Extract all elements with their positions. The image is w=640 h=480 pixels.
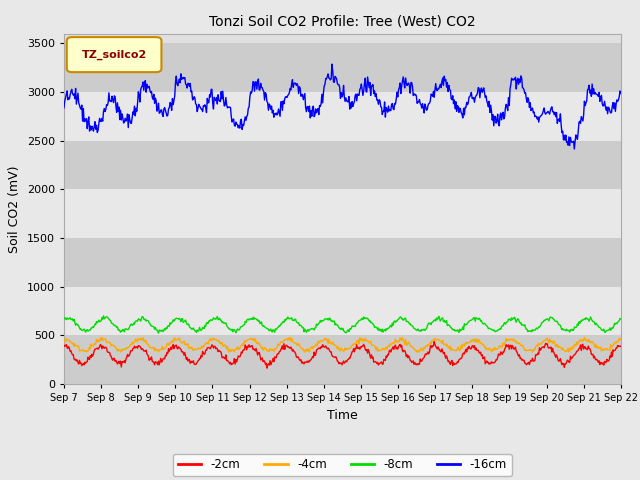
-2cm [411, 360, 419, 365]
-8cm [617, 316, 625, 322]
-4cm [127, 342, 135, 348]
-2cm [70, 356, 78, 362]
-16cm [411, 92, 419, 98]
-16cm [127, 120, 135, 126]
-2cm [60, 342, 68, 348]
-4cm [60, 336, 68, 342]
Line: -16cm: -16cm [64, 64, 621, 149]
-2cm [184, 358, 192, 364]
Bar [64, 141, 621, 189]
-16cm [428, 91, 435, 97]
Line: -4cm: -4cm [64, 337, 621, 352]
Legend: -2cm, -4cm, -8cm, -16cm: -2cm, -4cm, -8cm, -16cm [173, 454, 512, 476]
-2cm [428, 343, 435, 348]
-8cm [60, 316, 68, 322]
Bar [64, 336, 621, 384]
-4cm [413, 349, 421, 355]
-16cm [184, 81, 192, 86]
FancyBboxPatch shape [67, 37, 161, 72]
-16cm [617, 91, 625, 96]
-16cm [60, 105, 68, 111]
-4cm [428, 341, 435, 347]
-4cm [580, 335, 588, 340]
-8cm [412, 326, 419, 332]
-2cm [127, 348, 135, 353]
-2cm [430, 339, 438, 345]
-4cm [214, 338, 221, 344]
Bar [64, 189, 621, 238]
-8cm [428, 320, 436, 325]
-2cm [617, 343, 625, 349]
-8cm [186, 324, 193, 330]
-16cm [214, 101, 221, 107]
Line: -8cm: -8cm [64, 316, 621, 333]
-8cm [215, 316, 223, 322]
-4cm [410, 346, 418, 352]
-2cm [263, 365, 271, 371]
Text: TZ_soilco2: TZ_soilco2 [81, 49, 147, 60]
Line: -2cm: -2cm [64, 342, 621, 368]
X-axis label: Time: Time [327, 408, 358, 421]
-8cm [128, 323, 136, 328]
Bar [64, 43, 621, 92]
Y-axis label: Soil CO2 (mV): Soil CO2 (mV) [8, 165, 21, 252]
-4cm [70, 344, 78, 349]
Bar [64, 92, 621, 141]
-8cm [70, 316, 78, 322]
-8cm [155, 330, 163, 336]
-4cm [617, 336, 625, 342]
Bar [64, 238, 621, 287]
-2cm [214, 346, 221, 352]
Title: Tonzi Soil CO2 Profile: Tree (West) CO2: Tonzi Soil CO2 Profile: Tree (West) CO2 [209, 14, 476, 28]
-16cm [570, 146, 578, 152]
-16cm [70, 91, 78, 97]
-8cm [100, 313, 108, 319]
-4cm [184, 341, 192, 347]
Bar [64, 287, 621, 336]
-16cm [328, 61, 336, 67]
